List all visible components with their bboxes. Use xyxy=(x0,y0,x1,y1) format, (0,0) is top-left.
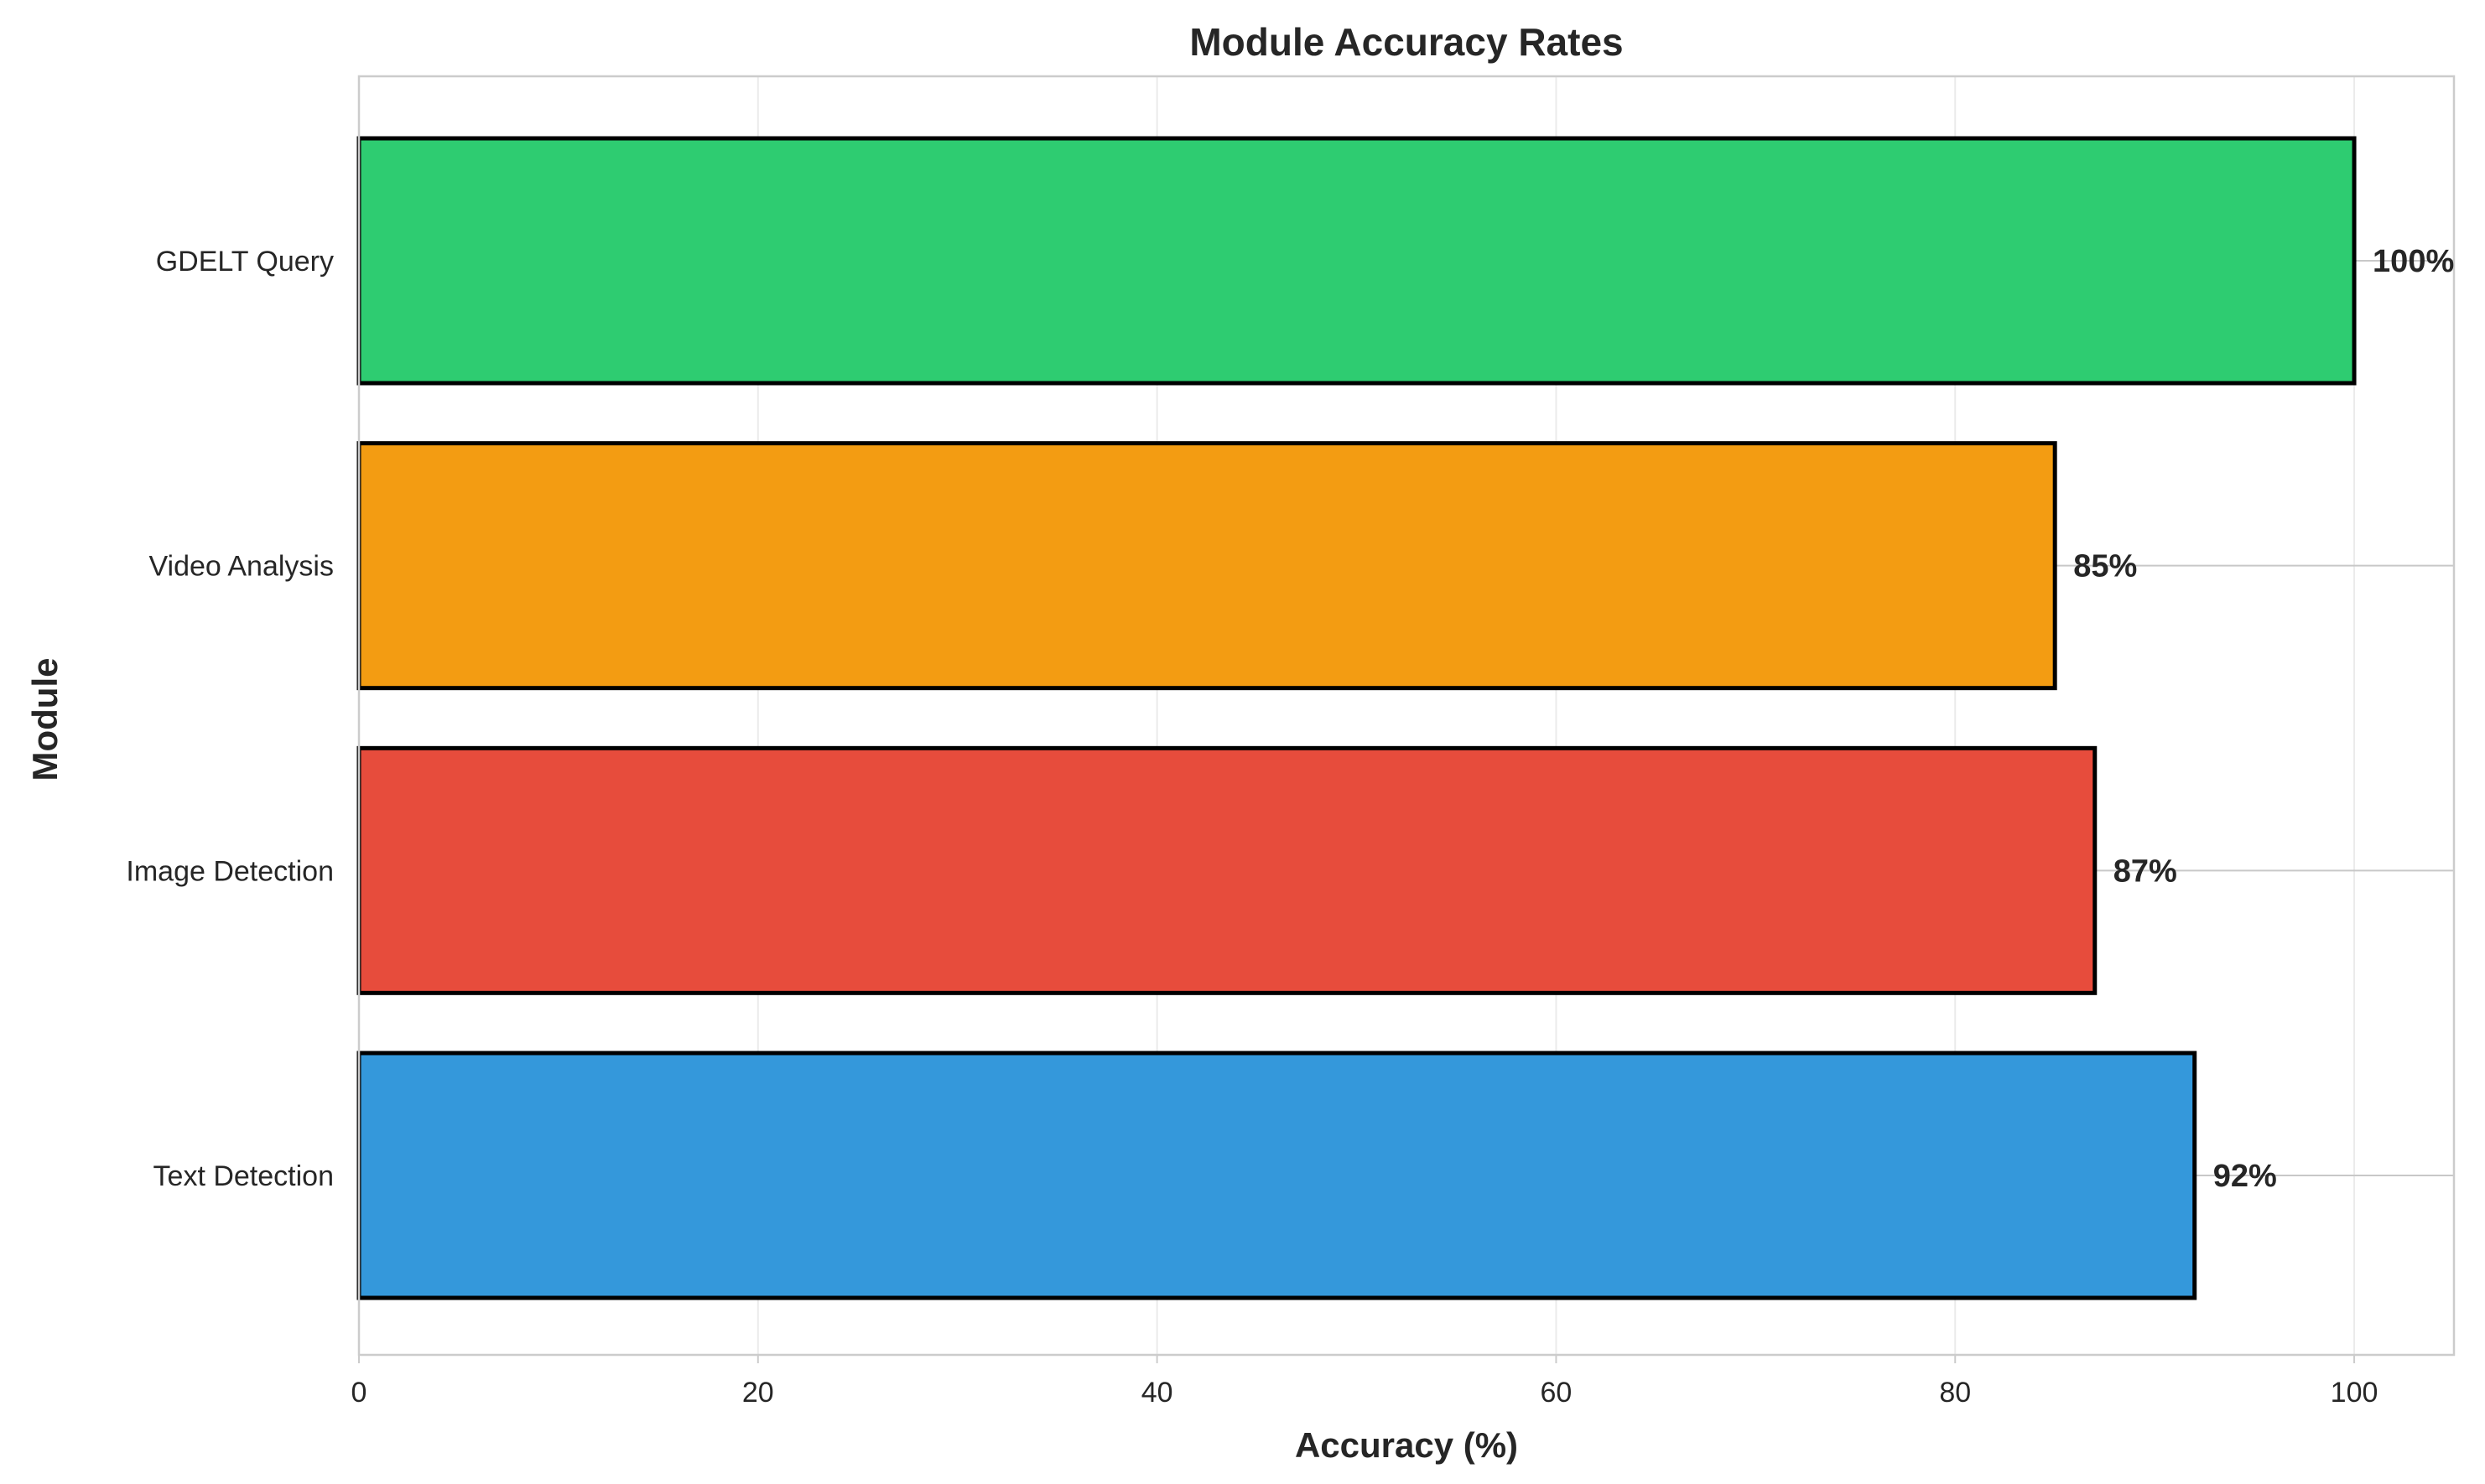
label-layer: Text Detection 92% Image Detection 87% Video… xyxy=(126,244,2454,1194)
x-tick-label: 20 xyxy=(742,1377,774,1409)
bar-gdelt-query xyxy=(356,136,2357,386)
bar-layer xyxy=(356,136,2357,1300)
x-tick-label: 60 xyxy=(1541,1377,1573,1409)
plot-frame xyxy=(357,75,2456,1357)
bar-value-label: 100% xyxy=(2373,244,2454,279)
x-tick-label: 40 xyxy=(1141,1377,1173,1409)
bar-value-label: 85% xyxy=(2073,549,2137,584)
y-tick-label: GDELT Query xyxy=(156,246,334,278)
x-tick-label: 100 xyxy=(2331,1377,2378,1409)
y-tick-label: Image Detection xyxy=(126,855,334,887)
tick-layer: 0 20 40 60 80 100 xyxy=(351,1355,2378,1409)
y-tick-label: Video Analysis xyxy=(148,551,334,583)
bar-value-label: 87% xyxy=(2113,854,2177,889)
x-tick-label: 80 xyxy=(1939,1377,1971,1409)
y-axis-label: Module xyxy=(25,658,65,781)
bar-image-detection xyxy=(356,745,2098,995)
x-axis-label: Accuracy (%) xyxy=(1295,1425,1518,1465)
bar-value-label: 92% xyxy=(2213,1159,2277,1194)
x-tick-label: 0 xyxy=(351,1377,367,1409)
chart-title: Module Accuracy Rates xyxy=(1189,20,1623,64)
bar-video-analysis xyxy=(356,441,2057,691)
y-tick-label: Text Detection xyxy=(153,1160,334,1192)
bar-text-detection xyxy=(356,1051,2197,1300)
